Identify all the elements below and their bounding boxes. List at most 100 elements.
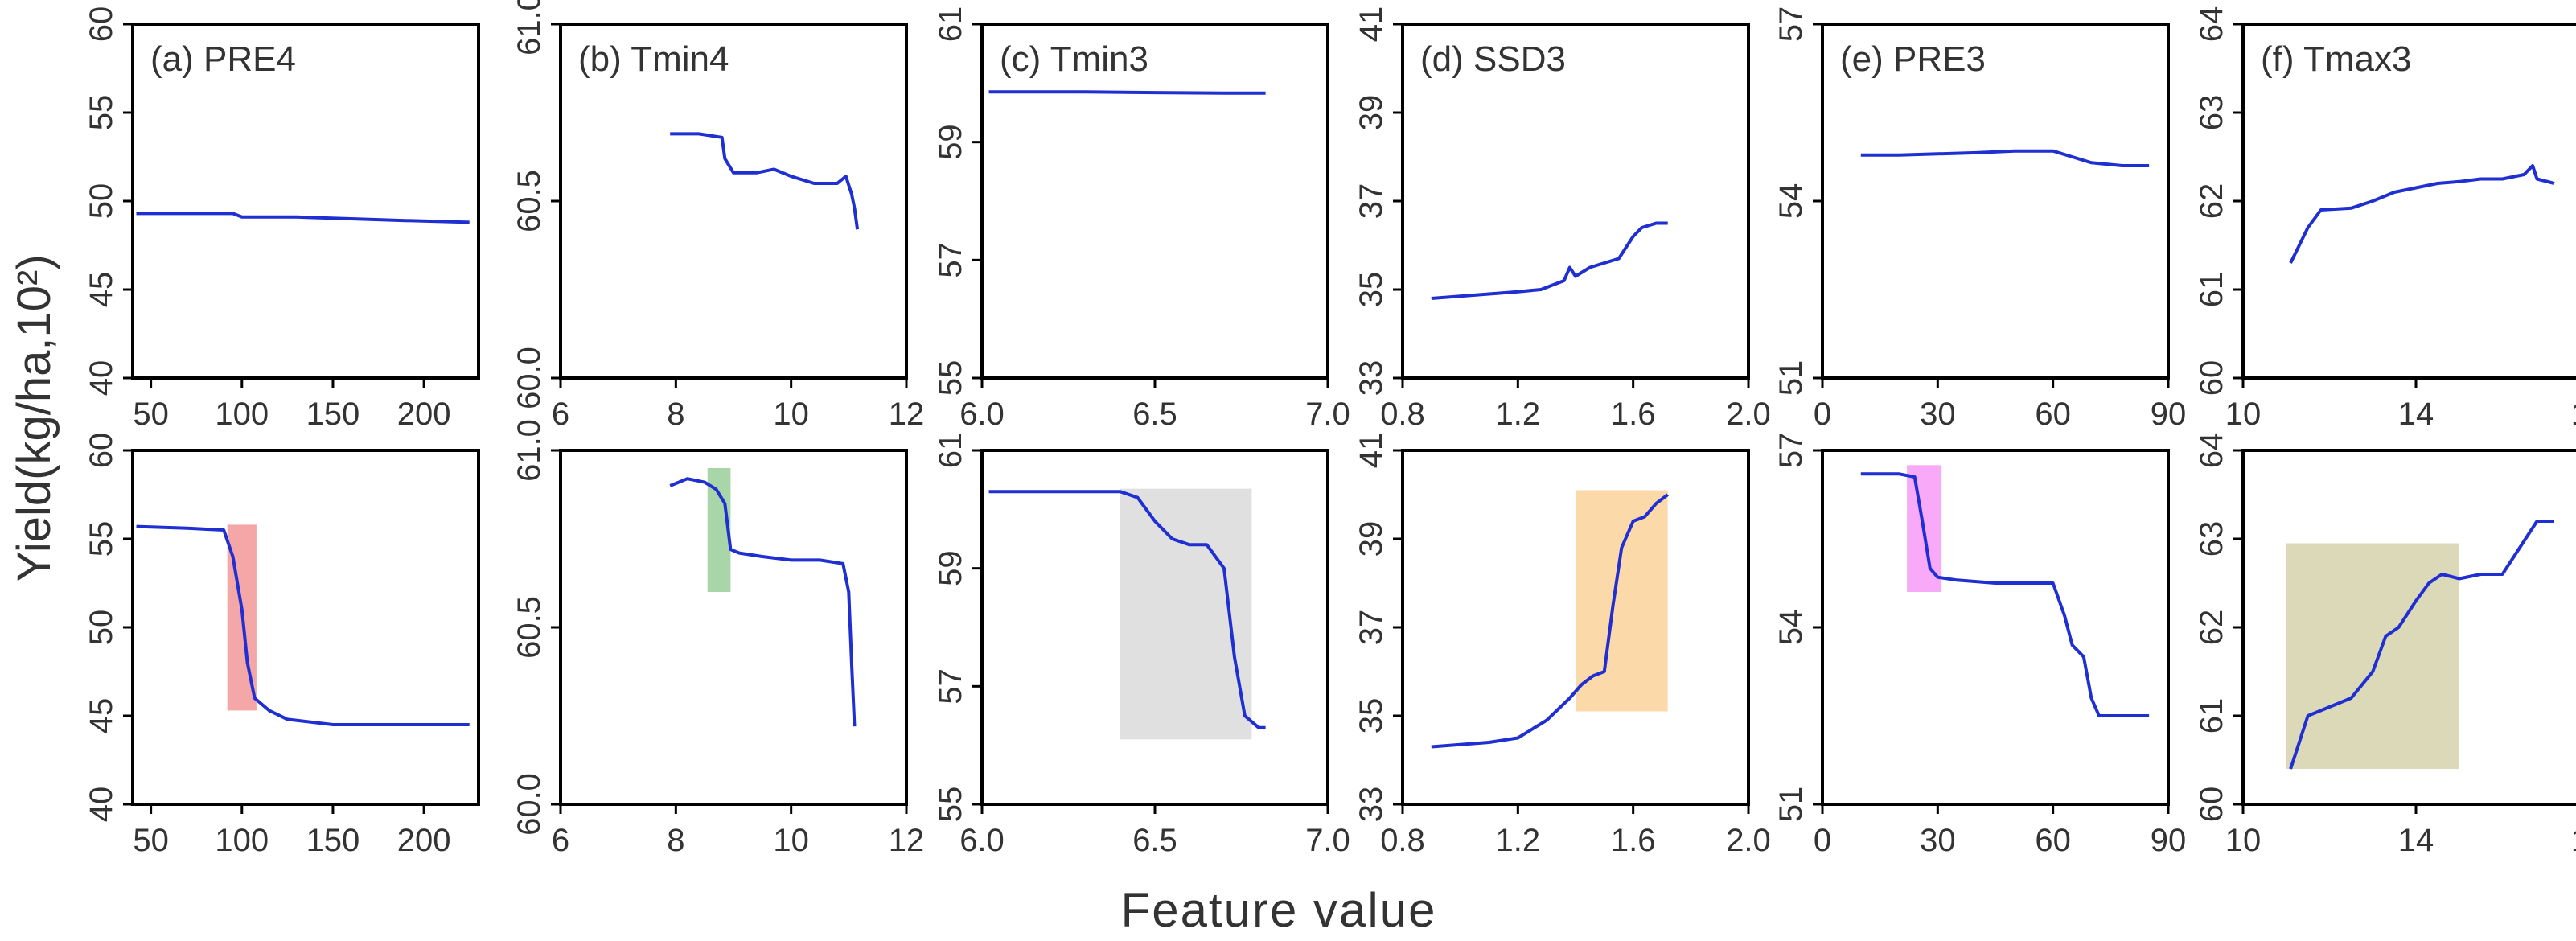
x-tick-label: 0 — [1814, 397, 1831, 432]
x-tick-label: 90 — [2151, 823, 2187, 858]
y-tick-label: 61 — [933, 6, 968, 43]
x-tick-label: 150 — [306, 397, 360, 432]
highlight-band — [1576, 490, 1668, 712]
y-tick-label: 50 — [84, 610, 119, 646]
series-line-pre3 — [1860, 149, 2150, 167]
panel-4: 0.8 1.2 1.6 2.0 33 35 37 39 41 (d) SSD3 — [1354, 6, 1771, 432]
x-tick-label: 50 — [133, 397, 169, 432]
y-tick-label: 55 — [84, 95, 119, 131]
x-tick-label: 6.5 — [1132, 823, 1177, 858]
x-tick-label: 14 — [2398, 823, 2434, 858]
y-tick-label: 57 — [1773, 6, 1809, 43]
x-tick-label: 6.0 — [959, 823, 1005, 858]
series-line-pre4 — [136, 212, 470, 224]
panel-6: 10 14 18 60 61 62 63 64 (f) Tmax3 — [2194, 6, 2576, 432]
x-tick-label: 90 — [2151, 397, 2187, 432]
x-tick-label: 6 — [552, 823, 569, 858]
y-tick-label: 35 — [1354, 272, 1389, 308]
plot-frame — [1821, 449, 2170, 806]
panel-title: (f) Tmax3 — [2261, 39, 2411, 79]
y-tick-label: 62 — [2194, 610, 2229, 646]
x-tick-label: 8 — [667, 823, 684, 858]
highlight-band — [2286, 543, 2459, 769]
series-line-tmax3 — [2289, 520, 2554, 770]
y-tick-label: 54 — [1773, 183, 1809, 220]
x-tick-label: 0 — [1814, 823, 1831, 858]
y-tick-label: 41 — [1354, 433, 1389, 469]
series-line-ssd3 — [1431, 493, 1669, 749]
x-tick-label: 150 — [306, 823, 360, 858]
panel-5: 0 30 60 90 51 54 57 (e) PRE3 — [1773, 6, 2186, 432]
y-tick-label: 39 — [1354, 521, 1389, 557]
panel-title: (e) PRE3 — [1840, 39, 1986, 79]
plot-frame — [559, 449, 908, 806]
y-tick-label: 54 — [1773, 610, 1809, 646]
y-tick-label: 61.0 — [512, 419, 547, 482]
x-tick-label: 60 — [2035, 823, 2071, 858]
x-tick-label: 18 — [2571, 823, 2576, 858]
panel-9: 6.0 6.5 7.0 55 57 59 61 — [933, 433, 1350, 858]
x-tick-label: 12 — [889, 823, 925, 858]
y-tick-label: 37 — [1354, 610, 1389, 646]
panel-title: (d) SSD3 — [1420, 39, 1566, 79]
y-tick-label: 61 — [2194, 272, 2229, 308]
x-tick-label: 10 — [773, 397, 809, 432]
x-tick-label: 200 — [397, 823, 451, 858]
y-tick-label: 55 — [84, 521, 119, 557]
y-tick-label: 50 — [84, 183, 119, 220]
x-tick-label: 10 — [2225, 397, 2262, 432]
panel-title: (c) Tmin3 — [1000, 39, 1148, 79]
highlight-band — [1120, 488, 1252, 740]
y-tick-label: 64 — [2194, 433, 2229, 469]
panel-1: 50 100 150 200 40 45 50 55 60 (a) PRE4 — [84, 6, 480, 432]
x-tick-label: 18 — [2571, 397, 2576, 432]
y-tick-label: 60 — [2194, 787, 2229, 823]
x-tick-label: 10 — [2225, 823, 2262, 858]
y-tick-label: 60.0 — [512, 347, 547, 409]
x-tick-label: 1.6 — [1611, 823, 1656, 858]
y-tick-label: 35 — [1354, 698, 1389, 734]
series-line-pre3 — [1860, 472, 2150, 717]
x-tick-label: 14 — [2398, 397, 2434, 432]
y-tick-label: 60 — [84, 6, 119, 43]
y-tick-label: 55 — [933, 360, 968, 397]
x-tick-label: 0.8 — [1380, 397, 1425, 432]
panel-2: 6 8 10 12 60.0 60.5 61.0 (b) Tmin4 — [512, 0, 924, 432]
y-tick-label: 59 — [933, 124, 968, 160]
x-tick-label: 12 — [889, 397, 925, 432]
series-line-tmin3 — [988, 90, 1266, 95]
y-tick-label: 60.5 — [512, 170, 547, 232]
panel-3: 6.0 6.5 7.0 55 57 59 61 (c) Tmin3 — [933, 6, 1350, 432]
x-tick-label: 1.6 — [1611, 397, 1656, 432]
series-line-tmin4 — [670, 132, 860, 230]
y-tick-label: 57 — [933, 242, 968, 278]
panel-title: (b) Tmin4 — [578, 39, 729, 79]
panel-8: 6 8 10 12 60.0 60.5 61.0 — [512, 419, 924, 858]
y-tick-label: 39 — [1354, 95, 1389, 131]
x-tick-label: 8 — [667, 397, 684, 432]
x-tick-label: 50 — [133, 823, 169, 858]
series-line-pre4 — [136, 524, 470, 726]
x-tick-label: 1.2 — [1496, 397, 1541, 432]
y-tick-label: 57 — [933, 668, 968, 705]
y-tick-label: 63 — [2194, 521, 2229, 557]
y-tick-label: 61 — [2194, 698, 2229, 734]
x-tick-label: 6 — [552, 397, 569, 432]
x-tick-label: 30 — [1920, 397, 1956, 432]
x-tick-label: 2.0 — [1726, 823, 1771, 858]
y-tick-label: 61 — [933, 433, 968, 469]
panel-10: 0.8 1.2 1.6 2.0 33 35 37 39 41 — [1354, 433, 1771, 858]
y-tick-label: 33 — [1354, 360, 1389, 397]
y-tick-label: 45 — [84, 272, 119, 308]
y-tick-label: 64 — [2194, 6, 2229, 43]
x-tick-label: 200 — [397, 397, 451, 432]
x-tick-label: 2.0 — [1726, 397, 1771, 432]
y-tick-label: 41 — [1354, 6, 1389, 43]
x-tick-label: 60 — [2035, 397, 2071, 432]
y-tick-label: 60 — [2194, 360, 2229, 397]
y-tick-label: 45 — [84, 698, 119, 734]
y-tick-label: 55 — [933, 787, 968, 823]
x-tick-label: 30 — [1920, 823, 1956, 858]
